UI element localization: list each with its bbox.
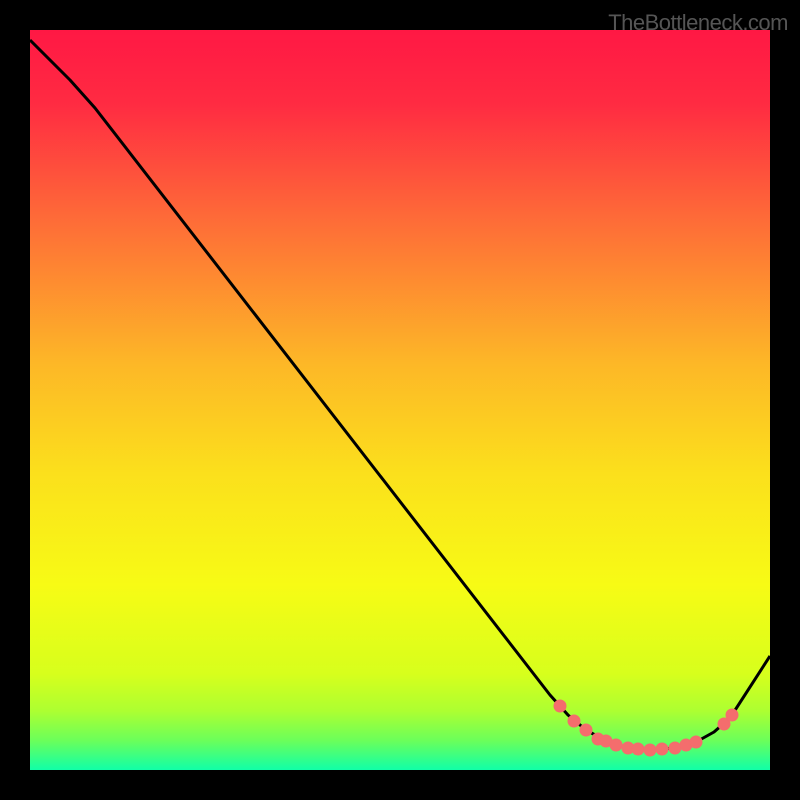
chart-background: [30, 30, 770, 770]
chart-svg: [30, 30, 770, 770]
data-marker: [656, 743, 668, 755]
bottleneck-chart: [30, 30, 770, 770]
data-marker: [669, 742, 681, 754]
data-marker: [690, 736, 702, 748]
data-marker: [568, 715, 580, 727]
data-marker: [580, 724, 592, 736]
data-marker: [726, 709, 738, 721]
data-marker: [632, 743, 644, 755]
data-marker: [554, 700, 566, 712]
data-marker: [610, 739, 622, 751]
data-marker: [644, 744, 656, 756]
